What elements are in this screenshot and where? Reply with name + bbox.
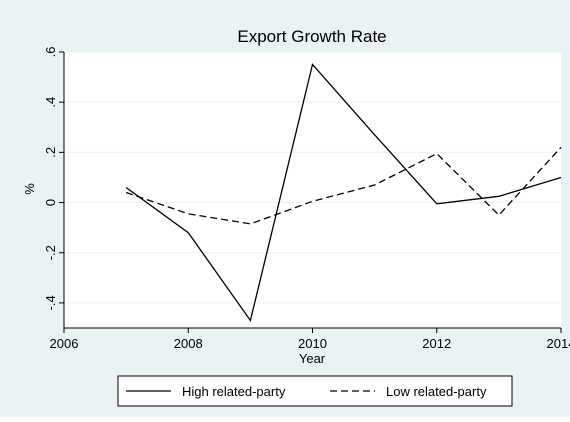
legend-label-high-related-party: High related-party [182, 384, 286, 399]
x-tick-label: 2010 [298, 336, 327, 351]
y-tick-label: .4 [43, 97, 58, 108]
y-tick-label: -.2 [43, 245, 58, 260]
legend: High related-party Low related-party [118, 376, 512, 406]
x-tick-label: 2008 [174, 336, 203, 351]
y-tick-label: .2 [43, 147, 58, 158]
y-tick-label: -.4 [43, 295, 58, 310]
chart-title: Export Growth Rate [237, 27, 386, 46]
x-axis-label: Year [299, 351, 326, 366]
legend-label-low-related-party: Low related-party [386, 384, 487, 399]
y-tick-label: 0 [43, 199, 58, 206]
x-tick-label: 2014 [547, 336, 570, 351]
y-tick-label: .6 [43, 47, 58, 58]
plot-area [64, 52, 561, 328]
x-tick-label: 2012 [422, 336, 451, 351]
y-axis-label: % [22, 183, 37, 195]
x-tick-label: 2006 [50, 336, 79, 351]
